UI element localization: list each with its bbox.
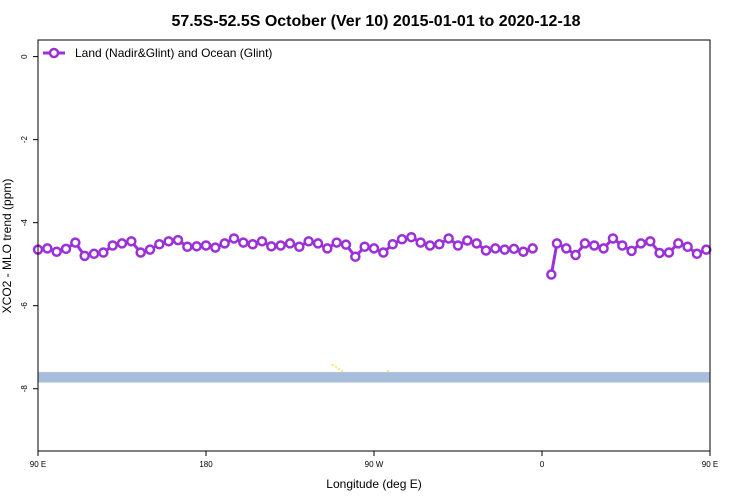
data-point: [396, 234, 408, 245]
data-point: [107, 240, 118, 251]
data-point: [116, 238, 128, 249]
data-point: [607, 233, 619, 244]
data-point: [163, 236, 174, 247]
data-point: [635, 238, 647, 249]
data-point: [228, 233, 240, 244]
data-point: [551, 238, 563, 249]
data-point: [691, 248, 703, 260]
data-point: [79, 250, 90, 262]
data-point: [191, 241, 202, 252]
data-point: [322, 243, 333, 254]
data-point: [294, 241, 305, 252]
y-axis-ticks: 0 -2 -4 -6 -8: [20, 54, 38, 392]
data-point: [673, 238, 684, 249]
data-point: [480, 245, 492, 256]
data-point: [172, 234, 184, 246]
data-point: [126, 236, 137, 247]
x-tick-label: 90 W: [365, 460, 384, 469]
land-speck: [386, 369, 390, 373]
data-point: [617, 240, 628, 251]
data-point: [182, 241, 193, 252]
data-point: [452, 240, 464, 251]
y-tick-label: 0: [20, 54, 29, 59]
data-point: [284, 238, 296, 249]
data-point: [499, 244, 510, 255]
data-point: [378, 247, 389, 258]
data-point: [598, 243, 609, 254]
data-point: [682, 241, 693, 252]
x-axis-label: Longitude (deg E): [326, 477, 421, 491]
data-point: [462, 235, 473, 246]
data-point: [589, 240, 600, 251]
land-ocean-band: [38, 363, 710, 383]
data-point: [527, 243, 538, 254]
land-speck: [331, 363, 335, 367]
data-point: [219, 238, 230, 249]
data-point: [434, 239, 445, 250]
data-point: [247, 239, 258, 250]
data-point: [303, 236, 314, 247]
data-point: [88, 248, 100, 260]
data-point: [443, 233, 454, 244]
data-point: [340, 239, 352, 250]
land-speck: [337, 367, 341, 371]
data-point: [508, 243, 520, 255]
data-point: [350, 251, 361, 262]
data-point: [415, 237, 426, 248]
x-tick-label: 180: [199, 460, 213, 469]
land-speck: [340, 369, 344, 373]
data-point: [579, 238, 591, 249]
legend-marker-swatch: [48, 47, 60, 59]
data-point: [471, 238, 482, 249]
x-tick-label: 90 E: [30, 460, 46, 469]
data-point: [626, 245, 637, 257]
chart-title: 57.5S-52.5S October (Ver 10) 2015-01-01 …: [171, 13, 580, 30]
data-point: [561, 243, 572, 254]
data-point: [518, 246, 529, 257]
data-point: [42, 243, 53, 254]
land-speck: [334, 365, 338, 369]
data-point: [60, 243, 72, 255]
data-point: [490, 243, 501, 254]
legend-label: Land (Nadir&Glint) and Ocean (Glint): [75, 46, 272, 60]
y-tick-label: -8: [20, 385, 29, 393]
data-point: [546, 269, 557, 280]
x-tick-label: 90 E: [702, 460, 718, 469]
data-point: [266, 241, 277, 252]
data-point: [70, 237, 81, 248]
y-tick-label: -4: [20, 219, 29, 227]
legend: Land (Nadir&Glint) and Ocean (Glint): [43, 46, 272, 60]
data-point: [570, 249, 581, 261]
data-point: [51, 246, 62, 257]
x-tick-label: 0: [540, 460, 545, 469]
data-point: [200, 240, 212, 251]
data-point: [98, 247, 109, 258]
data-point: [312, 238, 324, 249]
data-point: [387, 239, 398, 250]
data-point: [135, 247, 146, 258]
y-tick-label: -6: [20, 302, 29, 310]
x-axis-ticks: 90 E 180 90 W 0 90 E: [30, 451, 718, 469]
y-tick-label: -2: [20, 136, 29, 144]
data-point: [238, 237, 249, 248]
data-point: [359, 241, 370, 252]
data-point: [144, 244, 156, 255]
y-axis-label: XCO2 - MLO trend (ppm): [0, 179, 14, 314]
ocean-band: [38, 372, 710, 383]
data-point: [368, 243, 380, 254]
data-point: [331, 237, 342, 248]
data-point: [275, 240, 286, 251]
data-point: [663, 247, 675, 258]
data-point: [406, 231, 417, 243]
data-point: [645, 236, 656, 247]
data-point: [424, 240, 436, 251]
data-point: [154, 239, 165, 250]
data-point: [701, 244, 712, 255]
series-layer: [32, 231, 712, 280]
data-point: [654, 247, 665, 259]
data-point: [210, 242, 221, 253]
data-point: [256, 236, 268, 247]
